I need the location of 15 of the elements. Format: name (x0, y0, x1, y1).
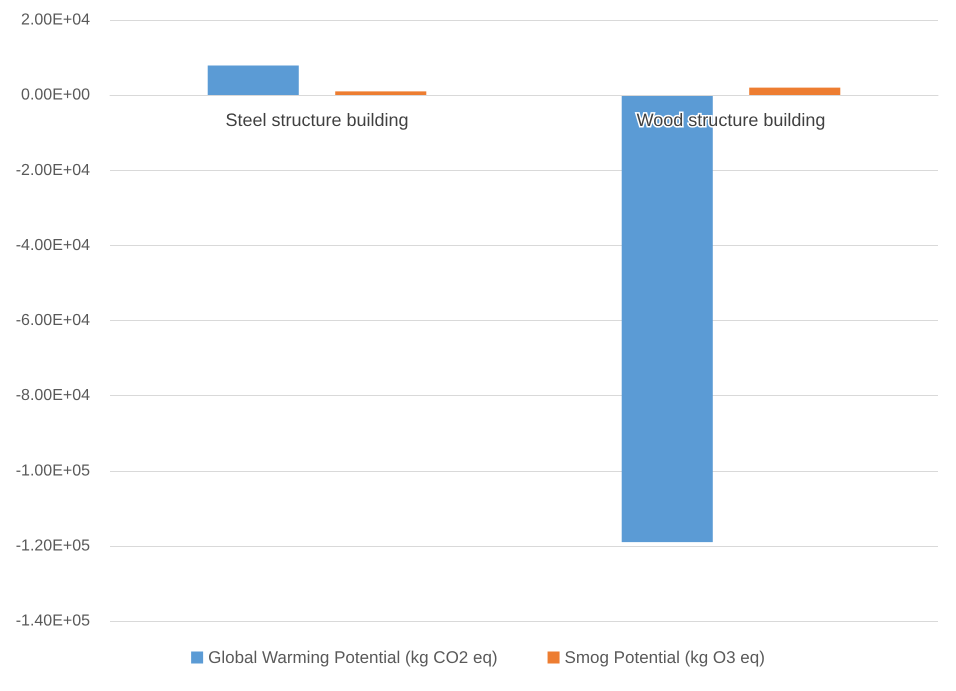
y-tick-label: -4.00E+04 (16, 236, 90, 254)
y-tick-label: -6.00E+04 (16, 312, 90, 329)
y-tick-label: -8.00E+04 (16, 387, 90, 404)
y-tick-label: -1.20E+05 (16, 537, 90, 554)
y-tick-label: -1.40E+05 (16, 612, 90, 630)
y-tick-label: 2.00E+04 (21, 12, 90, 28)
y-tick-label: 0.00E+00 (21, 86, 90, 104)
legend-label: Smog Potential (kg O3 eq) (564, 648, 765, 667)
bar (335, 91, 426, 96)
bar (208, 65, 299, 96)
y-tick-label: -2.00E+04 (16, 162, 90, 179)
y-tick-label: -1.00E+05 (16, 462, 90, 480)
bar (749, 88, 840, 96)
legend-label: Global Warming Potential (kg CO2 eq) (208, 648, 498, 667)
x-tick-label: Steel structure building (225, 110, 409, 130)
